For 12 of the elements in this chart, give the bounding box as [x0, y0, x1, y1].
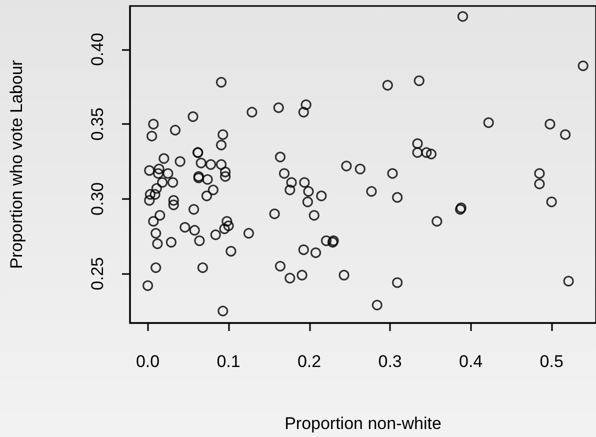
y-tick-label: 0.25	[88, 257, 107, 290]
x-tick-label: 0.0	[136, 352, 160, 371]
x-tick-label: 0.4	[459, 352, 483, 371]
x-tick-label: 0.3	[378, 352, 402, 371]
y-axis-title: Proportion who vote Labour	[7, 60, 26, 269]
y-tick-label: 0.30	[88, 182, 107, 216]
y-tick-label: 0.35	[88, 108, 107, 141]
x-tick-label: 0.1	[216, 352, 240, 371]
y-tick-label: 0.40	[88, 32, 107, 66]
x-tick-label: 0.5	[540, 352, 564, 371]
x-axis-title: Proportion non-white	[284, 414, 442, 433]
x-tick-label: 0.2	[297, 352, 322, 371]
